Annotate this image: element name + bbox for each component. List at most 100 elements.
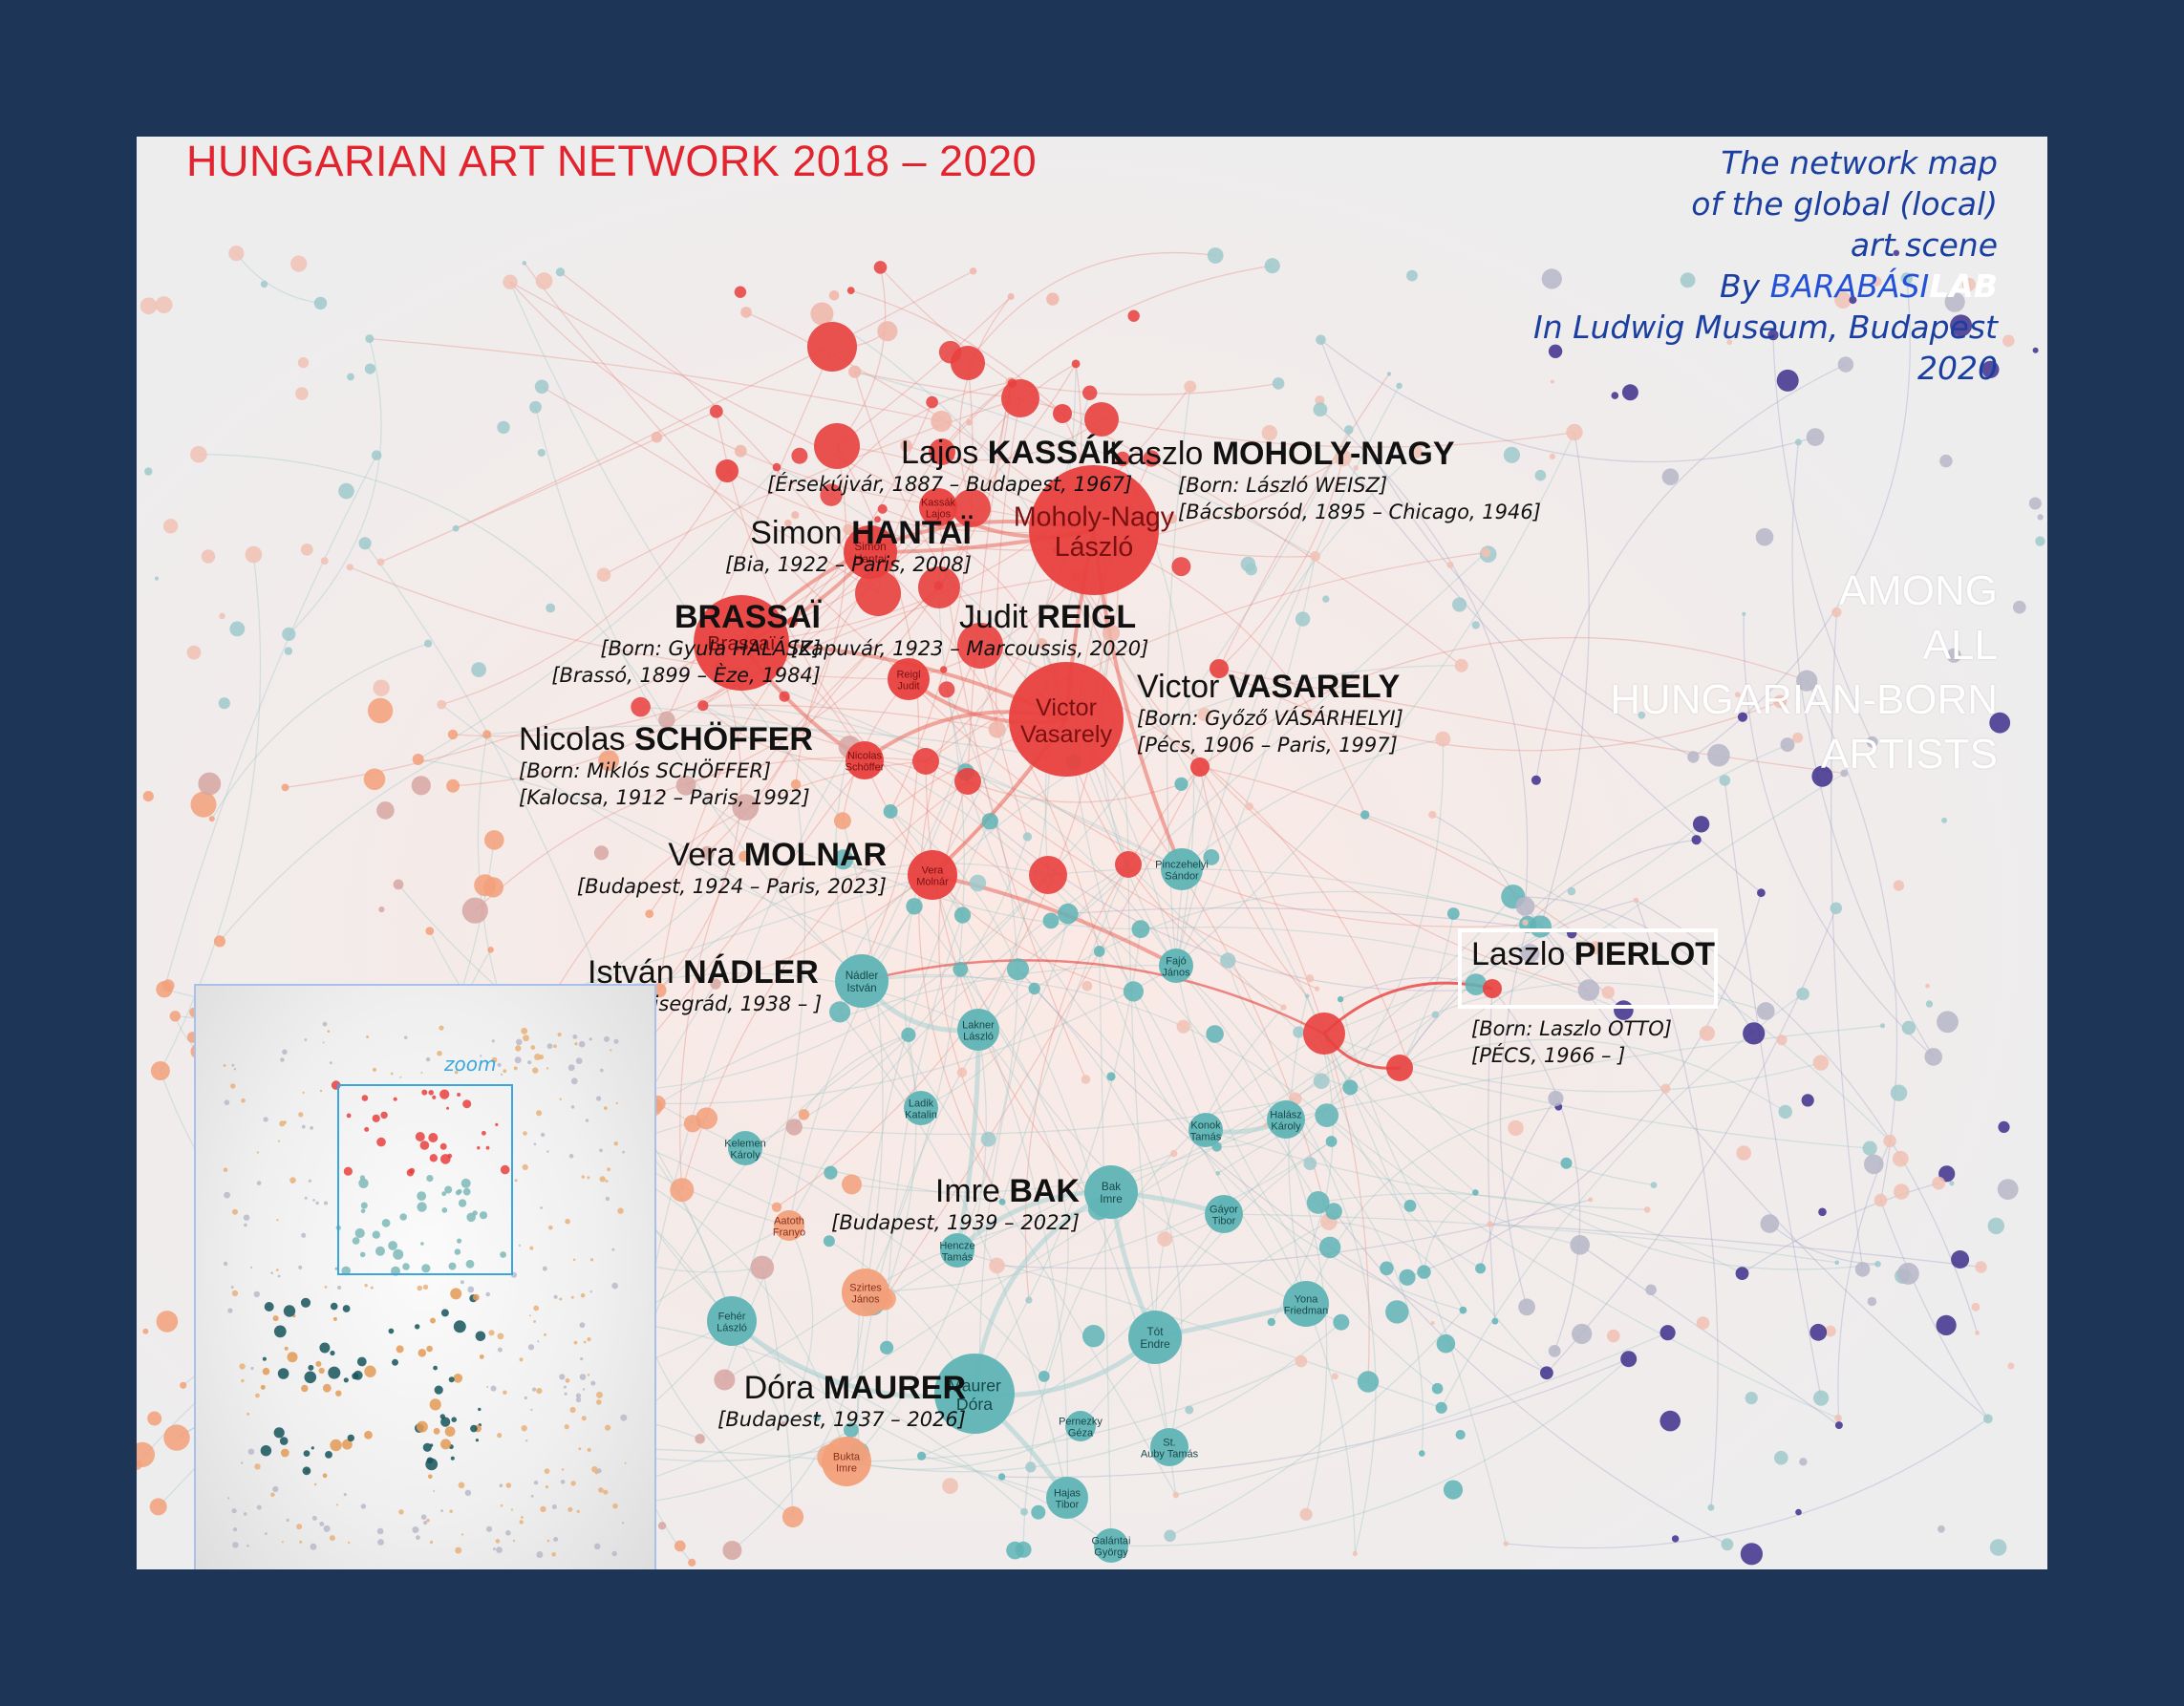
overview-node xyxy=(533,1142,537,1146)
node-label: János xyxy=(851,1293,880,1305)
overview-node xyxy=(376,1137,386,1147)
graph-node xyxy=(810,302,834,326)
overview-node xyxy=(598,1487,604,1493)
overview-node xyxy=(433,1490,436,1492)
graph-node xyxy=(1215,1170,1221,1176)
graph-node xyxy=(1503,446,1520,463)
artist-label-schoffer: Nicolas SCHÖFFER [Born: Miklós SCHÖFFER]… xyxy=(519,721,813,811)
graph-node xyxy=(180,1381,187,1389)
overview-node xyxy=(460,1533,464,1536)
graph-node xyxy=(300,544,313,556)
graph-edge xyxy=(702,705,866,762)
graph-node xyxy=(1900,272,1914,285)
overview-node xyxy=(503,1069,507,1074)
overview-node xyxy=(570,1295,574,1299)
artist-node xyxy=(1046,1477,1088,1519)
graph-node xyxy=(1794,438,1802,446)
graph-node xyxy=(813,1414,821,1421)
overview-node xyxy=(607,1167,610,1172)
graph-node xyxy=(290,255,308,272)
overview-node xyxy=(301,1232,307,1238)
graph-node xyxy=(843,523,854,535)
graph-node xyxy=(1745,1392,1758,1405)
overview-node xyxy=(337,1285,342,1290)
graph-node xyxy=(1313,1073,1330,1089)
graph-edge xyxy=(1223,1213,1837,1264)
graph-node xyxy=(791,511,800,520)
graph-node xyxy=(1796,670,1818,692)
overview-node xyxy=(570,1077,578,1085)
overview-node xyxy=(576,1509,580,1513)
overview-node xyxy=(289,1177,296,1184)
node-label: Judit xyxy=(897,680,919,692)
artist-node xyxy=(1029,465,1159,595)
overview-node xyxy=(472,1210,478,1216)
graph-node xyxy=(1834,1260,1840,1266)
graph-node xyxy=(378,906,385,913)
overview-node xyxy=(283,1305,296,1317)
overview-node xyxy=(497,1433,503,1439)
overview-node xyxy=(440,1439,451,1450)
graph-node xyxy=(497,420,510,435)
graph-node xyxy=(1707,743,1730,767)
graph-node xyxy=(848,365,862,378)
overview-node xyxy=(490,1385,497,1392)
overview-node xyxy=(589,1258,594,1262)
graph-node xyxy=(1660,1083,1671,1094)
overview-node xyxy=(303,1450,310,1457)
overview-node xyxy=(486,1525,493,1532)
graph-node xyxy=(537,448,546,458)
graph-node xyxy=(198,772,222,796)
graph-node xyxy=(144,467,153,476)
artist-node xyxy=(1283,1281,1329,1327)
graph-edge xyxy=(1055,549,1325,1034)
graph-node xyxy=(1874,1261,1881,1268)
graph-edge xyxy=(211,643,429,820)
node-label: Pernezky xyxy=(1059,1416,1103,1427)
graph-edge xyxy=(913,906,1170,1448)
overview-node xyxy=(458,1199,467,1207)
graph-edge xyxy=(541,386,879,594)
graph-edge xyxy=(1399,1038,1787,1113)
graph-node xyxy=(1007,292,1015,301)
graph-edge xyxy=(865,1207,1100,1293)
graph-node xyxy=(784,519,792,527)
node-label: János xyxy=(1162,967,1190,978)
overview-node xyxy=(521,1027,528,1034)
credits-by-prefix: By xyxy=(1719,267,1770,305)
graph-edge xyxy=(854,371,1317,557)
overview-node xyxy=(559,1374,566,1380)
graph-node xyxy=(364,363,375,374)
graph-node xyxy=(338,482,354,500)
overview-node xyxy=(311,1515,317,1521)
graph-node xyxy=(1866,736,1878,748)
overview-node xyxy=(527,1060,532,1065)
graph-node xyxy=(1699,1025,1715,1041)
graph-node xyxy=(1951,1250,1970,1269)
graph-node xyxy=(1081,1075,1091,1084)
graph-edge xyxy=(1319,339,1694,758)
graph-node xyxy=(446,778,460,793)
graph-edge xyxy=(453,528,849,787)
graph-edge xyxy=(1743,613,1935,1057)
graph-edge xyxy=(1110,896,1514,1193)
graph-edge xyxy=(658,863,1049,992)
graph-node xyxy=(1143,450,1160,467)
graph-edge xyxy=(350,566,910,680)
overview-node xyxy=(523,1034,529,1042)
overview-node xyxy=(342,1439,353,1450)
graph-edge xyxy=(967,382,1012,782)
graph-node xyxy=(1293,1026,1305,1038)
graph-node xyxy=(657,1522,667,1530)
artist-node xyxy=(1094,1528,1128,1563)
graph-node xyxy=(1550,379,1554,384)
node-label: Galántai xyxy=(1092,1535,1131,1546)
overview-node xyxy=(546,1067,549,1070)
graph-node xyxy=(1025,1296,1033,1304)
node-label: Halász xyxy=(1270,1109,1302,1120)
overview-node xyxy=(613,1141,618,1146)
artist-name: Victor VASARELY xyxy=(1137,669,1401,705)
graph-edge xyxy=(1635,900,1719,1508)
artist-node xyxy=(846,741,884,779)
graph-node xyxy=(814,423,860,469)
